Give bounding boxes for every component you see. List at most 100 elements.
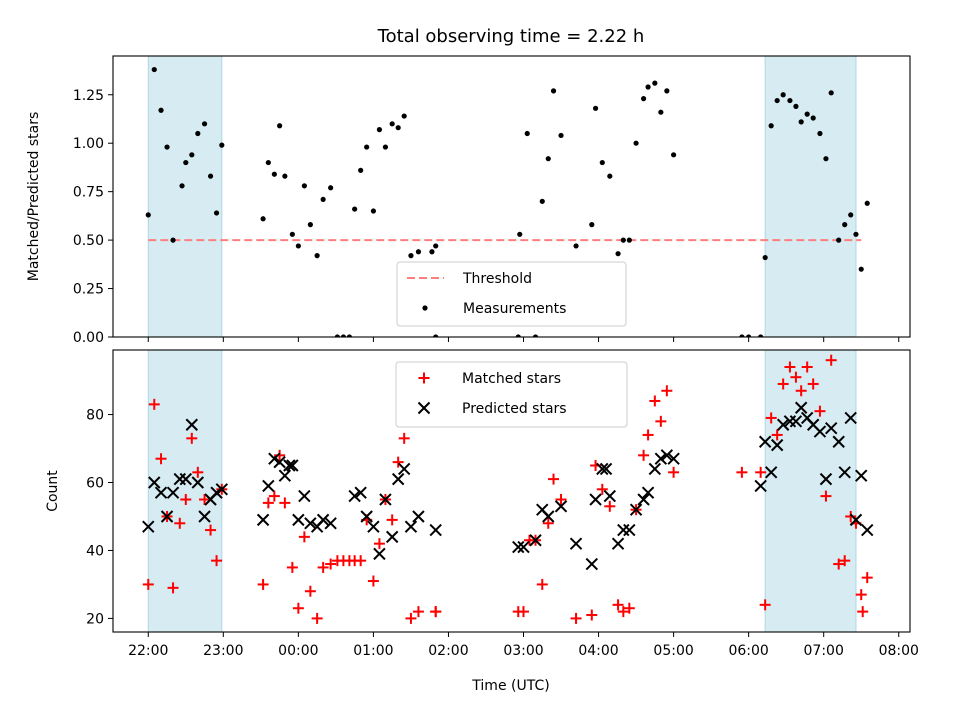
predicted-star-point — [354, 486, 367, 499]
matched-star-point — [555, 493, 567, 505]
measurement-point — [823, 156, 829, 162]
measurement-point — [389, 121, 395, 127]
matched-star-point — [167, 582, 179, 594]
predicted-star-point — [776, 418, 790, 431]
predicted-star-point — [348, 489, 361, 503]
matched-star-point — [142, 578, 154, 590]
measurement-point — [828, 90, 834, 96]
measurement-point — [282, 173, 288, 179]
measurement-point — [558, 132, 564, 139]
measurement-point — [589, 222, 595, 228]
matched-star-point — [638, 449, 650, 461]
predicted-star-stroke-b — [354, 486, 367, 499]
matched-star-point — [279, 497, 291, 509]
matched-star-point — [155, 453, 167, 465]
legend-label: Predicted stars — [462, 401, 567, 417]
predicted-star-stroke-b — [360, 510, 373, 523]
x-tick-label: 23:00 — [203, 643, 243, 659]
x-tick-label: 02:00 — [428, 643, 468, 659]
plot-area — [145, 56, 870, 337]
measurement-point — [170, 237, 176, 243]
predicted-star-point — [373, 547, 386, 561]
predicted-star-stroke-b — [861, 523, 874, 537]
predicted-star-point — [397, 462, 411, 476]
matched-star-point — [392, 456, 404, 468]
measurement-point — [550, 88, 557, 94]
measurement-point — [195, 130, 201, 137]
matched-star-point — [211, 555, 223, 567]
predicted-star-stroke-b — [623, 523, 636, 537]
measurement-point — [774, 97, 780, 104]
predicted-star-point — [278, 469, 292, 482]
figure-title: Total observing time = 2.22 h — [377, 26, 645, 47]
axes-frame — [112, 55, 911, 338]
measurement-point — [433, 243, 439, 249]
matched-star-point — [373, 538, 385, 550]
predicted-star-stroke-b — [794, 401, 808, 414]
predicted-star-point — [849, 513, 863, 527]
predicted-star-stroke-b — [256, 513, 270, 527]
predicted-star-point — [215, 483, 229, 496]
predicted-star-point — [789, 415, 803, 428]
legend-box — [395, 361, 628, 428]
predicted-star-point — [770, 438, 784, 452]
predicted-star-point — [154, 486, 168, 499]
predicted-star-point — [148, 476, 161, 489]
measurement-point — [179, 183, 185, 189]
predicted-star-point — [360, 510, 373, 523]
predicted-star-stroke-b — [758, 435, 772, 448]
measurement-point — [858, 266, 864, 272]
y-tick-label: 0.25 — [73, 282, 104, 298]
measurement-point — [515, 334, 521, 337]
predicted-star-point — [256, 513, 270, 527]
predicted-star-stroke-b — [166, 486, 180, 499]
matched-star-point — [642, 429, 654, 441]
predicted-star-stroke-b — [770, 438, 784, 452]
predicted-star-stroke-b — [154, 486, 168, 499]
y-axis-label: Matched/Predicted stars — [26, 112, 42, 282]
y-tick-label: 40 — [86, 543, 104, 559]
matched-star-point — [820, 490, 832, 502]
matched-star-point — [765, 412, 777, 424]
predicted-star-stroke-b — [512, 540, 525, 554]
predicted-star-point — [824, 421, 838, 435]
predicted-star-stroke-b — [754, 479, 767, 493]
predicted-star-point — [283, 459, 296, 472]
predicted-star-stroke-b — [142, 520, 155, 533]
predicted-star-stroke-b — [273, 455, 286, 469]
predicted-star-point — [861, 523, 874, 537]
legend-predicted-swatch-b — [417, 401, 431, 415]
predicted-star-stroke-b — [429, 523, 442, 537]
y-tick-label: 80 — [86, 408, 104, 424]
predicted-star-stroke-b — [191, 476, 205, 489]
x-tick-label: 00:00 — [278, 643, 318, 659]
measurement-point — [334, 334, 340, 337]
predicted-star-stroke-b — [813, 425, 827, 438]
predicted-star-point — [517, 540, 530, 554]
matched-star-point — [257, 578, 269, 590]
predicted-star-stroke-b — [185, 418, 199, 431]
predicted-star-point — [191, 476, 205, 489]
predicted-star-stroke-b — [278, 469, 292, 482]
predicted-star-stroke-b — [603, 489, 617, 503]
shaded-interval — [764, 56, 857, 337]
matched-star-point — [661, 385, 673, 397]
predicted-star-stroke-b — [629, 503, 643, 516]
predicted-star-point — [599, 462, 613, 476]
x-tick-label: 04:00 — [578, 643, 618, 659]
measurement-point — [370, 208, 377, 214]
predicted-star-point — [838, 466, 851, 479]
predicted-star-stroke-b — [316, 513, 330, 527]
measurement-point — [768, 123, 774, 129]
measurement-point — [758, 334, 764, 337]
predicted-star-point — [629, 503, 643, 516]
legend: Threshold Measurements — [396, 261, 627, 327]
predicted-star-stroke-b — [529, 534, 542, 547]
measurement-point — [307, 222, 313, 228]
measurement-point — [671, 152, 677, 158]
matched-star-point — [548, 473, 560, 485]
predicted-star-point — [654, 452, 668, 465]
predicted-star-point — [648, 462, 662, 476]
matched-star-point — [825, 354, 837, 366]
predicted-star-point — [855, 469, 868, 482]
